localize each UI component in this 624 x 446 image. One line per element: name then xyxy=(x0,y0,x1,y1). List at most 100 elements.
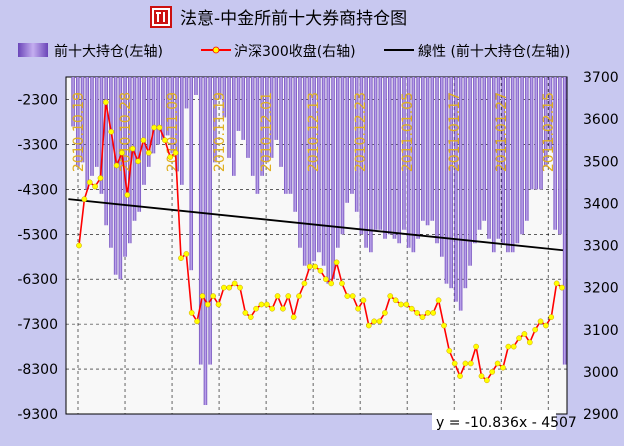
holdings-bar xyxy=(506,77,510,253)
index-point xyxy=(253,305,259,312)
index-point xyxy=(516,335,522,342)
index-point xyxy=(403,301,410,308)
right-tick-label: 2900 xyxy=(583,407,619,423)
index-point xyxy=(167,154,174,160)
index-point xyxy=(172,149,179,156)
index-point xyxy=(355,305,361,312)
holdings-bar xyxy=(80,77,85,163)
index-point xyxy=(285,293,292,299)
date-tick-label: 2011.01.05 xyxy=(400,92,416,172)
holdings-bar xyxy=(175,77,179,172)
holdings-bar xyxy=(94,77,99,167)
index-point xyxy=(204,301,211,308)
holdings-bar xyxy=(539,77,543,190)
holdings-bar xyxy=(477,77,482,230)
holdings-bar xyxy=(416,77,420,239)
holdings-bar xyxy=(180,77,184,185)
index-point xyxy=(462,360,469,367)
index-point xyxy=(226,284,233,291)
index-point xyxy=(419,314,426,320)
holdings-bar xyxy=(113,77,118,275)
index-point xyxy=(484,377,490,384)
holdings-bar xyxy=(482,77,487,221)
holdings-bar xyxy=(515,77,520,244)
right-tick-label: 3200 xyxy=(583,281,619,297)
legend-entry-index: 沪深300收盘(右轴) xyxy=(234,43,356,60)
date-tick-label: 2010.12.13 xyxy=(306,92,322,172)
holdings-bar xyxy=(109,77,113,248)
holdings-bar xyxy=(217,77,222,100)
index-point xyxy=(387,293,394,299)
holdings-bar xyxy=(543,77,548,167)
right-tick-label: 3100 xyxy=(583,323,619,339)
index-point xyxy=(312,263,318,270)
holdings-bar xyxy=(411,77,416,253)
holdings-bar xyxy=(123,77,127,257)
holdings-bar xyxy=(373,77,378,230)
holdings-bar xyxy=(85,77,90,190)
date-tick-labels: 2010.10.19 2010.10.28 2010.11.09 2010.11.19… xyxy=(71,92,557,172)
index-point xyxy=(398,301,404,308)
index-point xyxy=(296,293,302,299)
index-line xyxy=(76,99,565,384)
index-point xyxy=(494,360,501,367)
holdings-bar xyxy=(354,77,359,212)
holdings-bar xyxy=(359,77,364,235)
holdings-bar xyxy=(128,77,132,244)
index-point xyxy=(280,305,286,312)
holdings-bar xyxy=(430,77,435,221)
holdings-bar xyxy=(279,77,283,167)
index-point xyxy=(188,310,195,316)
index-point xyxy=(76,242,82,249)
holdings-bar xyxy=(293,77,297,212)
index-point xyxy=(156,124,163,131)
right-tick-label: 3400 xyxy=(583,196,619,212)
index-point xyxy=(242,310,249,316)
holdings-bar xyxy=(558,77,562,235)
index-point xyxy=(183,251,190,257)
holdings-bar xyxy=(298,77,302,248)
holdings-bar xyxy=(383,77,387,239)
index-point xyxy=(194,318,200,325)
index-point xyxy=(510,343,517,350)
holdings-bar xyxy=(165,77,170,136)
holdings-bar xyxy=(331,77,335,280)
index-point xyxy=(258,301,265,308)
legend-swatch-bars xyxy=(18,43,48,57)
index-point xyxy=(92,183,98,190)
holdings-bar xyxy=(142,77,146,185)
index-point xyxy=(430,310,437,316)
holdings-bar xyxy=(213,77,217,163)
holdings-bar xyxy=(288,77,293,194)
right-tick-label: 3300 xyxy=(583,239,619,255)
left-axis-ticks: -2300 -3300 -4300 -5300 -6300 -7300 -8300 -9300 xyxy=(17,92,58,423)
holdings-bar xyxy=(350,77,354,194)
index-point xyxy=(532,326,539,333)
index-point xyxy=(178,255,184,261)
date-tick-label: 2011.02.15 xyxy=(541,92,557,172)
holdings-bar xyxy=(444,77,449,284)
holdings-bar xyxy=(151,77,156,154)
holdings-bar xyxy=(194,77,198,95)
left-tick-label: -8300 xyxy=(17,362,58,378)
holdings-bar xyxy=(99,77,104,194)
holdings-bar xyxy=(274,77,279,140)
holdings-bar xyxy=(402,77,406,230)
index-point xyxy=(344,293,351,299)
index-point xyxy=(269,305,276,312)
right-axis-ticks: 3700 3600 3500 3400 3300 3200 3100 3000 2900 xyxy=(583,70,619,423)
holdings-bar xyxy=(208,77,212,365)
index-point xyxy=(301,280,308,287)
holdings-bar xyxy=(520,77,524,235)
right-tick-label: 3600 xyxy=(583,112,619,128)
index-point xyxy=(457,373,463,379)
index-point xyxy=(221,284,227,291)
holdings-bar xyxy=(76,77,80,167)
left-tick-label: -5300 xyxy=(17,227,58,243)
index-point xyxy=(537,318,544,325)
holdings-bar xyxy=(265,77,269,163)
holdings-bar xyxy=(312,77,316,262)
brand-logo xyxy=(150,6,172,28)
index-point xyxy=(559,284,565,291)
holdings-bar xyxy=(501,77,505,244)
